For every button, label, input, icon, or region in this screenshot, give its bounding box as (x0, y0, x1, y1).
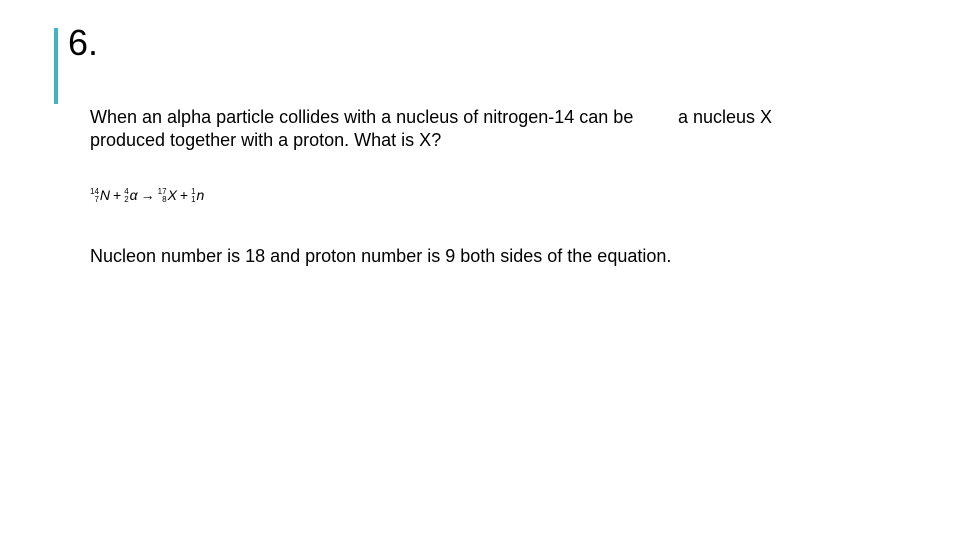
question-right: a nucleus X (678, 106, 772, 151)
atomic-number: 2 (124, 196, 128, 204)
slide-number: 6. (68, 22, 98, 64)
isotope-scripts: 1 1 (191, 188, 195, 204)
isotope-scripts: 17 8 (158, 188, 167, 204)
plus-operator: + (180, 187, 188, 205)
slide: 6. When an alpha particle collides with … (0, 0, 960, 540)
element-symbol: N (100, 187, 110, 205)
element-symbol: X (168, 187, 177, 205)
element-symbol: α (130, 187, 138, 205)
answer-text: Nucleon number is 18 and proton number i… (90, 245, 890, 268)
isotope-x: 17 8 X (158, 187, 177, 205)
isotope-scripts: 4 2 (124, 188, 128, 204)
atomic-number: 7 (94, 196, 98, 204)
plus-operator: + (113, 187, 121, 205)
question-left: When an alpha particle collides with a n… (90, 106, 650, 151)
element-symbol: n (197, 187, 205, 205)
slide-body: When an alpha particle collides with a n… (90, 106, 890, 267)
isotope-proton: 1 1 n (191, 187, 204, 205)
accent-bar (54, 28, 58, 104)
nuclear-equation: 14 7 N + 4 2 α → 17 8 X + (90, 187, 890, 205)
isotope-nitrogen: 14 7 N (90, 187, 110, 205)
atomic-number: 1 (191, 196, 195, 204)
question-text: When an alpha particle collides with a n… (90, 106, 890, 151)
atomic-number: 8 (162, 196, 166, 204)
arrow-operator: → (141, 187, 155, 205)
isotope-alpha: 4 2 α (124, 187, 137, 205)
isotope-scripts: 14 7 (90, 188, 99, 204)
